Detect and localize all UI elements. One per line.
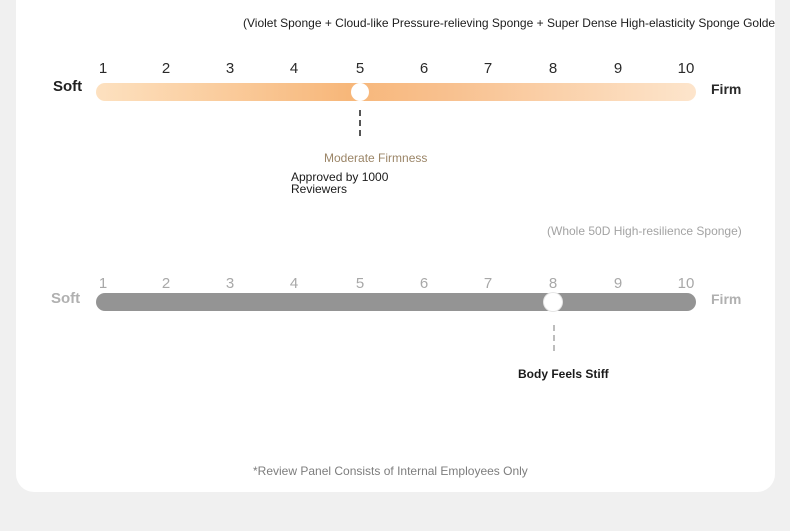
scale-number-7: 7	[483, 275, 493, 292]
scale-numbers: 1 2 3 4 5 6 7 8 9 10	[96, 275, 696, 293]
scale-number-9: 9	[613, 60, 623, 77]
sponge-caption: (Whole 50D High-resilience Sponge)	[547, 224, 742, 238]
firmness-card: (Violet Sponge + Cloud-like Pressure-rel…	[16, 0, 775, 492]
scale-number-10: 10	[677, 275, 695, 292]
scale-number-2: 2	[161, 275, 171, 292]
scale-number-8: 8	[548, 60, 558, 77]
firmness-marker	[544, 293, 562, 311]
scale-number-6: 6	[419, 275, 429, 292]
marker-connector	[553, 325, 555, 351]
top-caption: (Violet Sponge + Cloud-like Pressure-rel…	[243, 16, 775, 30]
reviewer-note: Approved by 1000 Reviewers	[291, 170, 389, 196]
firmness-track	[96, 83, 696, 101]
footnote: *Review Panel Consists of Internal Emplo…	[253, 464, 528, 478]
scale-number-8: 8	[548, 275, 558, 292]
scale-number-10: 10	[677, 60, 695, 77]
rating-label: Body Feels Stiff	[518, 367, 609, 381]
marker-connector	[359, 110, 361, 136]
soft-label: Soft	[51, 290, 81, 307]
firmness-track	[96, 293, 696, 311]
scale-number-4: 4	[289, 275, 299, 292]
scale-number-2: 2	[161, 60, 171, 77]
firmness-marker	[351, 83, 369, 101]
soft-label: Soft	[53, 78, 83, 95]
scale-number-5: 5	[355, 275, 365, 292]
firm-label: Firm	[711, 81, 742, 97]
firmness-scale-recommended: 1 2 3 4 5 6 7 8 9 10 Soft Firm	[16, 60, 775, 120]
scale-number-3: 3	[225, 60, 235, 77]
scale-number-5: 5	[355, 60, 365, 77]
scale-number-1: 1	[98, 60, 108, 77]
rating-label: Moderate Firmness	[324, 151, 428, 165]
scale-number-4: 4	[289, 60, 299, 77]
scale-number-7: 7	[483, 60, 493, 77]
scale-number-6: 6	[419, 60, 429, 77]
scale-numbers: 1 2 3 4 5 6 7 8 9 10	[96, 60, 696, 78]
firmness-scale-comparison: 1 2 3 4 5 6 7 8 9 10 Soft Firm	[16, 275, 775, 335]
firm-label: Firm	[711, 291, 742, 307]
scale-number-9: 9	[613, 275, 623, 292]
scale-number-3: 3	[225, 275, 235, 292]
scale-number-1: 1	[98, 275, 108, 292]
